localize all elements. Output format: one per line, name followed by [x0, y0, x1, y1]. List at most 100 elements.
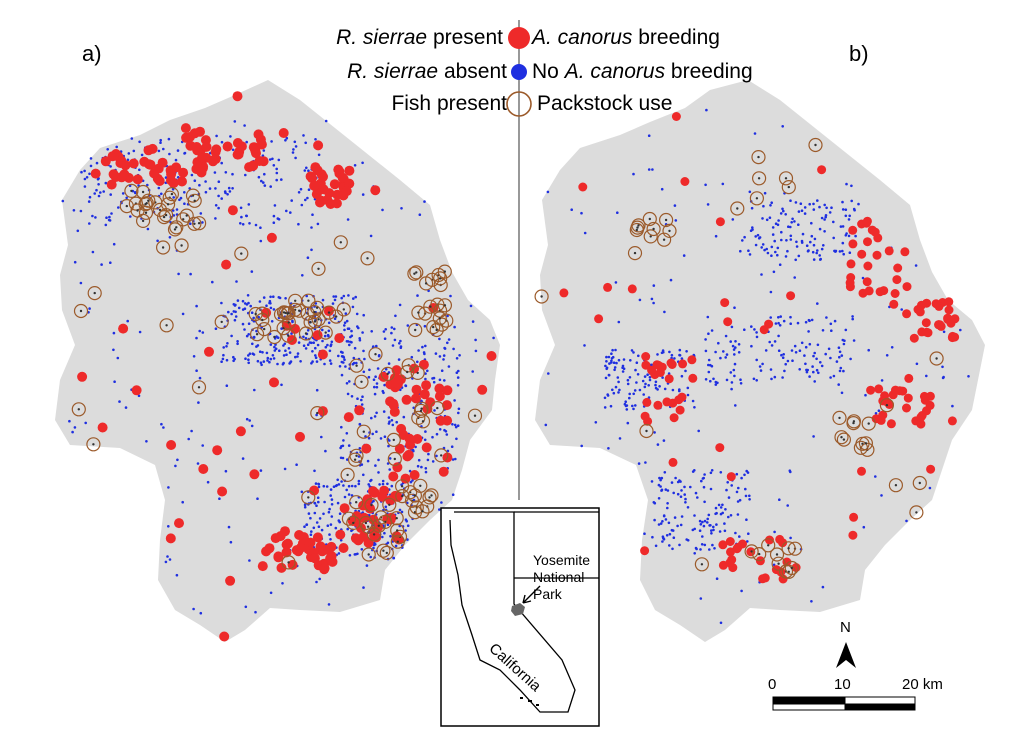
site-dot — [790, 566, 793, 570]
site-dot — [193, 222, 196, 225]
site-point — [664, 374, 674, 384]
site-point — [197, 152, 208, 163]
site-point — [769, 290, 773, 294]
site-point — [388, 420, 391, 424]
site-point — [697, 429, 700, 433]
site-point — [723, 317, 733, 327]
site-point — [607, 447, 610, 450]
site-point — [312, 532, 323, 543]
site-dot — [370, 503, 373, 507]
site-point — [671, 388, 675, 392]
site-point — [682, 254, 686, 257]
site-point — [236, 141, 247, 152]
site-point — [327, 334, 330, 338]
site-point — [666, 489, 670, 492]
site-point — [224, 171, 228, 174]
site-point — [358, 447, 362, 450]
site-point — [244, 173, 247, 177]
site-point — [789, 238, 793, 241]
site-point — [396, 423, 407, 434]
site-dot — [443, 270, 446, 273]
site-point — [211, 144, 222, 155]
site-ring — [467, 408, 483, 423]
site-dot — [170, 192, 174, 196]
panel-label-b: b) — [849, 41, 869, 66]
site-point — [275, 171, 279, 175]
site-point — [435, 454, 438, 458]
site-point — [160, 192, 163, 196]
site-point — [421, 345, 424, 349]
site-dot — [757, 177, 761, 180]
site-point — [313, 502, 317, 505]
site-point — [362, 349, 365, 353]
site-point — [162, 147, 165, 151]
inset-nevada — [514, 511, 599, 579]
legend-rsierrae-present: R. sierrae present — [336, 27, 503, 48]
site-point — [884, 400, 894, 409]
site-point — [902, 309, 912, 319]
site-point — [268, 301, 271, 305]
site-point — [211, 280, 214, 284]
site-ring — [411, 305, 426, 320]
site-point — [381, 479, 385, 483]
site-point — [815, 251, 818, 255]
site-point — [654, 360, 664, 370]
site-point — [387, 362, 391, 365]
site-point — [810, 234, 814, 238]
site-point — [371, 432, 375, 436]
inset-islands — [520, 697, 539, 706]
site-point — [367, 375, 371, 379]
site-point — [653, 518, 656, 522]
site-point — [416, 294, 419, 297]
site-point — [134, 191, 137, 195]
site-point — [331, 302, 335, 305]
site-point — [751, 226, 754, 229]
site-point — [347, 484, 351, 488]
site-point — [709, 379, 712, 383]
site-point — [112, 242, 116, 246]
legend-acanorus-breeding: A. canorus breeding — [532, 27, 720, 48]
site-point — [808, 342, 812, 346]
site-point — [362, 473, 365, 477]
site-point — [867, 225, 877, 235]
site-point — [605, 355, 608, 359]
site-point — [324, 449, 327, 453]
site-point — [827, 347, 831, 351]
site-point — [442, 400, 452, 411]
site-point — [721, 503, 724, 507]
site-point — [812, 258, 816, 261]
site-point — [643, 385, 647, 389]
site-point — [220, 140, 224, 144]
site-point — [758, 574, 768, 584]
site-point — [306, 329, 310, 332]
site-point — [947, 416, 957, 426]
site-point — [651, 535, 654, 539]
site-point — [250, 311, 254, 315]
site-point — [835, 360, 839, 363]
site-point — [391, 423, 395, 427]
site-point — [227, 186, 231, 190]
site-point — [765, 535, 774, 545]
site-point — [789, 536, 792, 540]
site-point — [442, 354, 446, 357]
site-point — [685, 350, 688, 353]
site-point — [664, 488, 668, 491]
site-point — [327, 603, 331, 606]
site-point — [392, 491, 403, 502]
site-point — [799, 202, 803, 205]
site-point — [643, 416, 653, 426]
site-point — [390, 484, 394, 488]
site-dot — [366, 257, 369, 260]
site-point — [654, 386, 658, 390]
site-dot — [421, 420, 425, 423]
site-dot — [382, 549, 385, 552]
site-point — [710, 329, 714, 332]
site-point — [424, 430, 427, 433]
site-point — [794, 258, 797, 262]
site-point — [654, 544, 658, 548]
site-point — [654, 383, 657, 387]
site-point — [329, 362, 333, 365]
site-point — [262, 149, 266, 152]
site-point — [451, 423, 454, 426]
site-point — [661, 520, 664, 523]
